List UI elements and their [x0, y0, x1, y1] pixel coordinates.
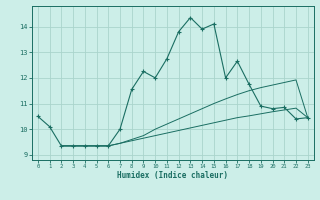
- X-axis label: Humidex (Indice chaleur): Humidex (Indice chaleur): [117, 171, 228, 180]
